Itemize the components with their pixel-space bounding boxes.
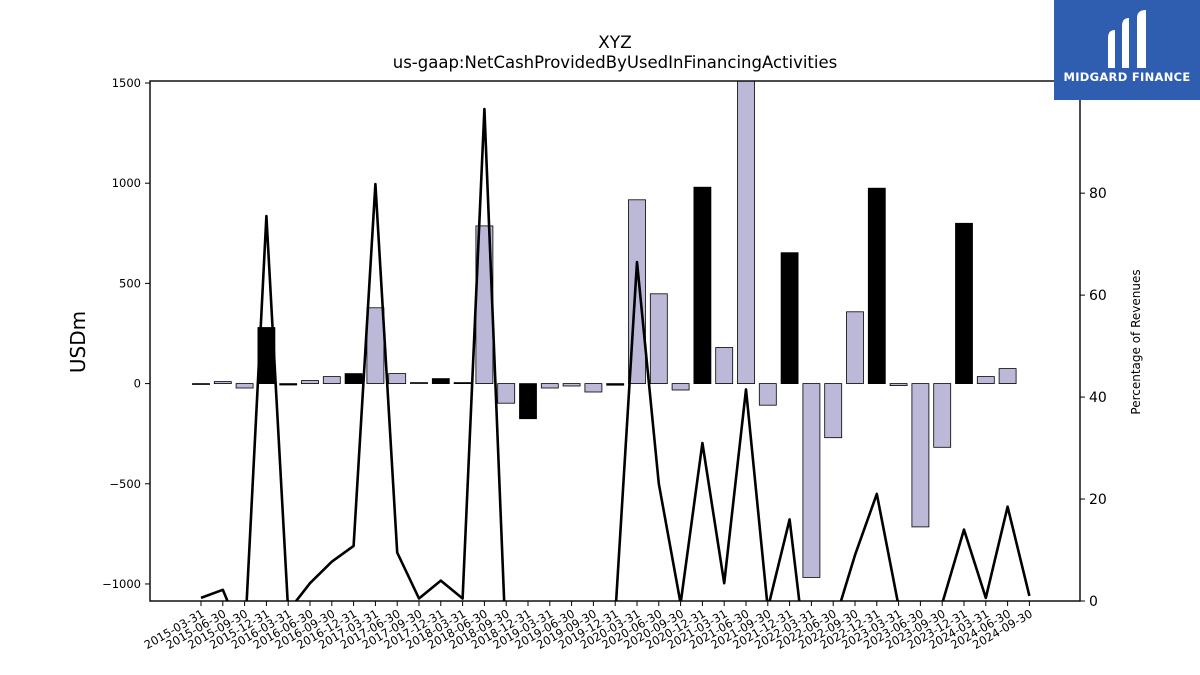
bar-2018-12-31 [519,383,537,420]
y-tick-label: 0 [134,377,141,391]
percentage-line [200,107,1031,601]
bar-2022-12-31 [867,187,886,384]
bar-2017-09-30 [410,382,428,385]
bar-2020-09-30 [671,383,690,391]
bar-2023-12-31 [955,222,973,385]
bar-2022-03-31 [802,383,821,578]
bar-2015-03-31 [192,383,210,386]
y-tick-label: −1000 [102,577,141,591]
bar-2022-09-30 [846,311,864,384]
bar-2019-03-31 [540,383,559,389]
y2-tick-label: 40 [1089,390,1107,406]
bar-2020-12-31 [693,186,712,384]
brand-logo: MIDGARD FINANCE [1054,0,1200,100]
chart-title: XYZ [598,33,632,53]
bar-2019-09-30 [584,383,603,393]
y2-tick-label: 20 [1089,492,1107,508]
bar-2018-09-30 [497,383,516,404]
bar-2023-09-30 [933,383,952,448]
y-axis-label: USDm [66,311,90,373]
bar-2016-03-31 [279,383,298,386]
bar-2023-06-30 [911,383,930,528]
brand-name: MIDGARD FINANCE [1063,70,1191,84]
bar-2017-03-31 [366,307,385,384]
y-tick-label: 1500 [112,76,141,90]
bar-2019-12-31 [606,383,625,386]
bar-2024-06-30 [998,368,1017,385]
bar-2023-03-31 [889,383,908,387]
bar-2024-03-31 [976,376,995,385]
bar-2015-09-30 [235,383,254,389]
bar-2017-06-30 [388,373,407,385]
bar-2021-03-31 [715,347,734,384]
bar-2020-06-30 [649,293,668,384]
chart-subtitle: us-gaap:NetCashProvidedByUsedInFinancing… [393,53,837,72]
bar-2018-03-31 [453,382,472,385]
bar-group [192,81,1031,601]
y-tick-label: 500 [119,276,141,290]
bar-2017-12-31 [431,378,450,385]
y2-tick-label: 80 [1089,186,1107,202]
bar-2021-12-31 [780,252,799,384]
plot-frame [149,80,1081,602]
bar-2016-09-30 [322,376,341,385]
bar-2016-12-31 [344,373,363,385]
midgard-logo-icon [1108,10,1146,68]
y2-tick-label: 0 [1089,594,1098,610]
y2-axis-label: Percentage of Revenues [1129,269,1143,414]
bar-2016-06-30 [301,380,319,385]
y-tick-label: −500 [109,477,141,491]
y-tick-label: 1000 [112,176,141,190]
y2-tick-label: 60 [1089,288,1107,304]
bar-2021-09-30 [758,383,777,406]
bar-2022-06-30 [824,383,843,439]
bar-2019-06-30 [562,383,581,387]
bar-2015-06-30 [213,381,232,385]
bar-2021-06-30 [737,81,755,385]
plot-area: −1000−5000500100015000204060802015-03-31… [102,76,1107,652]
